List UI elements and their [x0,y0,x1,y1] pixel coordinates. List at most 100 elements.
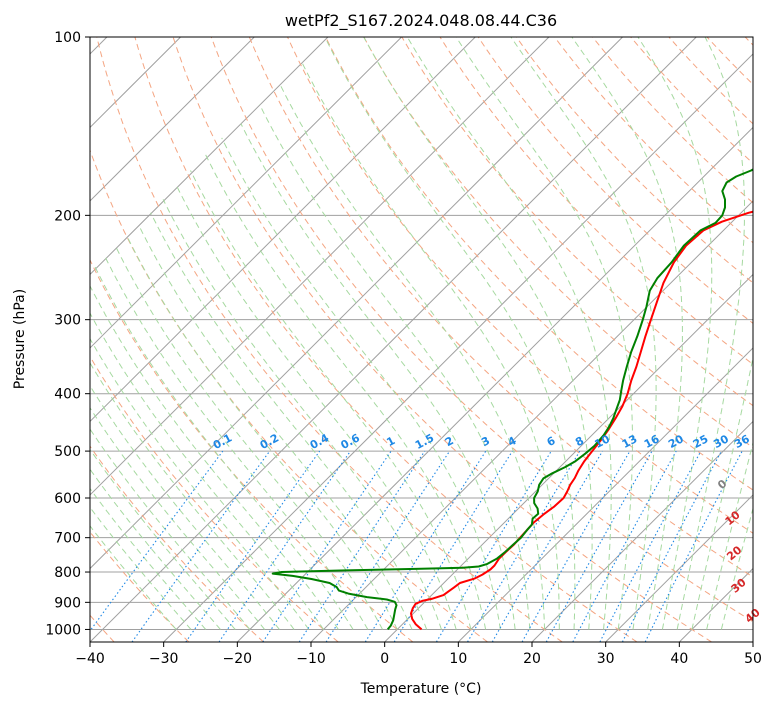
mixing-ratio-line [491,450,603,642]
y-tick-label: 500 [54,444,81,460]
mixing-ratio-line [131,450,271,642]
y-tick-label: 700 [54,531,81,547]
mixing-ratio-line [467,450,581,642]
moist-adiabat-line [90,506,192,630]
moist-adiabat-line [90,284,339,630]
moist-adiabat-line [510,37,657,630]
dewpoint-profile [271,168,753,631]
mixing-ratio-line [364,450,487,642]
isotherm-line [90,37,476,423]
x-tick-label: −10 [296,651,326,667]
isotherm-line [90,37,255,202]
y-tick-label: 200 [54,208,81,224]
moist-adiabat-line [324,37,576,630]
moist-adiabat-line [259,104,531,630]
moist-adiabat-line [363,37,593,630]
isotherm-line [90,37,623,570]
grid-layer [90,37,753,642]
dry-adiabat-line [96,37,563,642]
mixing-ratio-label: 13 [620,432,640,451]
mixing-ratio-label: 20 [666,432,686,451]
isotherm-line [90,37,697,642]
moist-adiabat-line [455,37,633,630]
mixing-ratio-line [185,450,321,642]
moist-adiabat-line [279,83,546,630]
y-tick-label: 300 [54,313,81,329]
x-tick-label: 20 [523,651,541,667]
isotherm-line [384,273,753,642]
y-tick-label: 100 [54,30,81,46]
isotherm-line [90,37,329,276]
mixing-ratio-line [435,450,552,642]
moist-adiabat-line [676,37,745,630]
x-tick-label: 0 [380,651,389,667]
moist-adiabat-line [138,225,413,630]
mixing-ratio-line [545,450,653,642]
isotherm-line [90,37,402,349]
dry-adiabat-line [90,258,414,642]
mixing-ratio-line [218,450,351,642]
x-tick-label: 10 [449,651,467,667]
isotherm-line [163,53,753,642]
isotherm-line [90,37,550,496]
moist-adiabat-line [706,440,753,630]
x-tick-label: −20 [223,651,253,667]
moist-adiabat-line [90,428,251,630]
moist-adiabat-line [90,337,310,630]
isotherm-line [531,420,753,642]
y-tick-label: 800 [54,565,81,581]
dry-adiabat-line [325,37,753,491]
dry-adiabat-line [172,37,712,642]
moist-adiabat-line [115,246,383,630]
mixing-ratio-label: 36 [732,432,752,451]
dry-adiabat-line [90,445,264,642]
moist-adiabat-line [571,37,683,630]
dry-adiabat-line [592,37,753,204]
y-axis-label: Pressure (hPa) [12,289,28,389]
moist-adiabat-line [90,385,280,630]
moist-adiabat-line [90,312,324,630]
moist-adiabat-line [720,506,753,630]
axis-ticks: −40 −30 −20 −10 0 10 20 30 40 50 100 200 300 400 500 60… [45,30,762,667]
moist-adiabat-line [240,123,516,630]
moist-adiabat-line [90,487,207,630]
dry-adiabat-line [363,37,753,449]
x-axis-label: Temperature (°C) [360,681,482,697]
isotherm-line [605,494,753,642]
x-tick-label: 40 [670,651,688,667]
dry-adiabat-line [477,37,753,324]
isotherm-line [457,347,753,642]
mixing-ratio-label: 25 [691,432,711,451]
y-tick-label: 900 [54,595,81,611]
x-tick-label: 50 [744,651,762,667]
moist-adiabat-line [105,257,369,630]
dry-adiabat-line [515,37,753,284]
moist-adiabat-line [90,361,295,630]
dry-adiabat-line [630,37,753,164]
mixing-ratio-label: 30 [711,432,731,451]
moist-adiabat-line [175,185,457,630]
y-tick-label: 1000 [45,622,81,638]
mixing-ratio-line [393,450,513,642]
moist-adiabat-line [126,234,398,630]
dry-adiabat-line [248,37,753,578]
moist-adiabat-line [90,448,236,630]
mixing-ratio-line [572,450,677,642]
isotherm-line [236,126,753,642]
moist-adiabat-line [150,212,428,630]
chart-title: wetPf2_S167.2024.048.08.44.C36 [285,11,557,31]
mixing-ratio-label: 10 [592,432,612,451]
mixing-ratio-label: 16 [642,432,662,451]
plot-frame [89,36,754,643]
x-tick-label: 30 [597,651,615,667]
moist-adiabat-line [162,199,442,630]
y-tick-label: 400 [54,387,81,403]
moist-adiabat-line [406,37,612,630]
moist-adiabat-line [205,154,487,630]
dry-adiabat-line [401,37,753,407]
mixing-ratio-line [325,450,451,642]
x-tick-label: −40 [75,651,105,667]
dry-adiabat-line [210,37,753,623]
